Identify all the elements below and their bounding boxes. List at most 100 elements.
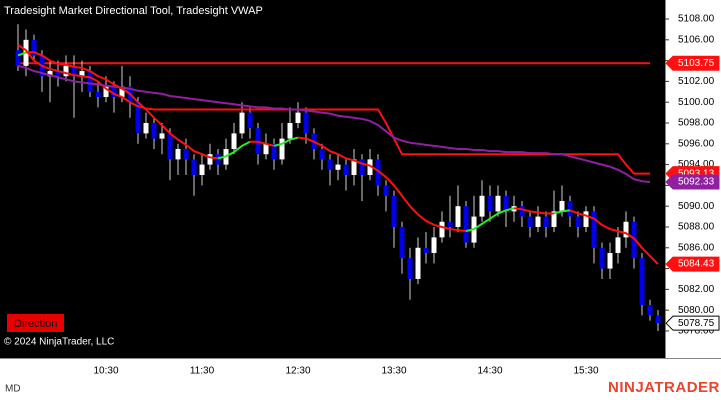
candle-body	[151, 123, 157, 139]
candle-body	[447, 221, 453, 227]
candle-body	[335, 164, 341, 170]
price-marker-label: 5093.13	[678, 168, 715, 179]
candle-body	[623, 221, 629, 238]
candle-body	[271, 143, 277, 160]
y-tick-label: 5078.00	[678, 326, 715, 337]
candle-body	[567, 200, 573, 217]
candle-body	[599, 247, 605, 269]
indicator-line	[217, 140, 251, 160]
candle-body	[111, 86, 117, 98]
indicator-line	[250, 140, 275, 147]
candle-body	[183, 149, 189, 160]
candle-body	[495, 195, 501, 212]
y-tick-label: 5096.00	[678, 138, 715, 149]
candle-body	[479, 195, 485, 217]
candle-body	[263, 143, 269, 155]
x-tick-label: 10:30	[93, 366, 118, 377]
candle-body	[191, 159, 197, 175]
candle-body	[47, 71, 53, 77]
y-tick-label: 5086.00	[678, 242, 715, 253]
candle-body	[351, 159, 357, 175]
candle-body	[359, 159, 365, 175]
candle-body	[55, 71, 61, 77]
candle-body	[439, 221, 445, 238]
candle-body	[575, 216, 581, 227]
candle-body	[407, 258, 413, 279]
candle-body	[607, 252, 613, 269]
candle-body	[527, 216, 533, 227]
candle-body	[279, 138, 285, 160]
indicator-box[interactable]	[7, 314, 64, 332]
candle-body	[519, 206, 525, 217]
y-tick-label: 5102.00	[678, 76, 715, 87]
price-marker	[665, 256, 720, 272]
price-marker-label: 5078.75	[678, 318, 715, 329]
candle-body	[391, 195, 397, 227]
candle-body	[31, 39, 37, 56]
chart-title: Tradesight Market Directional Tool, Trad…	[4, 5, 263, 17]
candle-body	[455, 206, 461, 227]
candle-body	[551, 211, 557, 227]
candle-body	[135, 102, 141, 134]
y-tick-label: 5094.00	[678, 159, 715, 170]
price-marker	[665, 315, 720, 331]
candle-body	[655, 315, 661, 324]
candle-body	[535, 216, 541, 227]
x-tick-label: 15:30	[573, 366, 598, 377]
candle-body	[423, 247, 429, 253]
y-tick-label: 5106.00	[678, 34, 715, 45]
candle-body	[287, 123, 293, 139]
candle-body	[79, 71, 85, 77]
candle-body	[15, 50, 21, 66]
x-tick-label: 13:30	[381, 366, 406, 377]
y-tick-label: 5100.00	[678, 97, 715, 108]
candle-body	[63, 65, 69, 77]
candle-body	[119, 86, 125, 98]
candle-body	[143, 123, 149, 134]
price-marker	[665, 174, 720, 190]
indicator-line	[17, 64, 651, 183]
y-tick-label: 5088.00	[678, 222, 715, 233]
x-tick-label: 11:30	[190, 366, 215, 377]
candle-body	[303, 112, 309, 134]
candle-body	[95, 91, 101, 98]
x-tick-label: 14:30	[477, 366, 502, 377]
indicator-line	[273, 136, 299, 147]
price-marker-label: 5092.33	[678, 177, 715, 188]
indicator-line	[465, 207, 515, 233]
candle-body	[231, 133, 237, 150]
indicator-line	[17, 44, 650, 175]
candle-body	[103, 86, 109, 98]
footer-left: MD	[5, 384, 21, 395]
candle-body	[383, 185, 389, 196]
candle-body	[159, 133, 165, 139]
candle-body	[247, 112, 253, 129]
candle-body	[559, 200, 565, 212]
candle-body	[295, 112, 301, 124]
candle-body	[367, 159, 373, 175]
price-marker-label: 5084.43	[678, 259, 715, 270]
plot-area	[0, 0, 665, 358]
indicator-line	[26, 51, 219, 160]
price-marker-label: 5103.75	[678, 58, 715, 69]
candle-body	[639, 258, 645, 305]
candle-body	[167, 133, 173, 160]
candle-body	[631, 221, 637, 259]
copyright: © 2024 NinjaTrader, LLC	[4, 337, 114, 348]
candle-body	[647, 304, 653, 316]
indicator-line	[297, 136, 467, 233]
y-tick-label: 5090.00	[678, 201, 715, 212]
candle-body	[615, 237, 621, 253]
candle-body	[431, 237, 437, 253]
candle-body	[343, 164, 349, 175]
indicator-line	[553, 209, 571, 215]
candle-body	[215, 154, 221, 165]
candle-body	[71, 65, 77, 77]
indicator-line	[569, 209, 659, 265]
candle-body	[463, 206, 469, 243]
candle-body	[399, 226, 405, 259]
y-tick-label: 5108.00	[678, 14, 715, 25]
indicator-label[interactable]: Direction	[14, 318, 57, 330]
